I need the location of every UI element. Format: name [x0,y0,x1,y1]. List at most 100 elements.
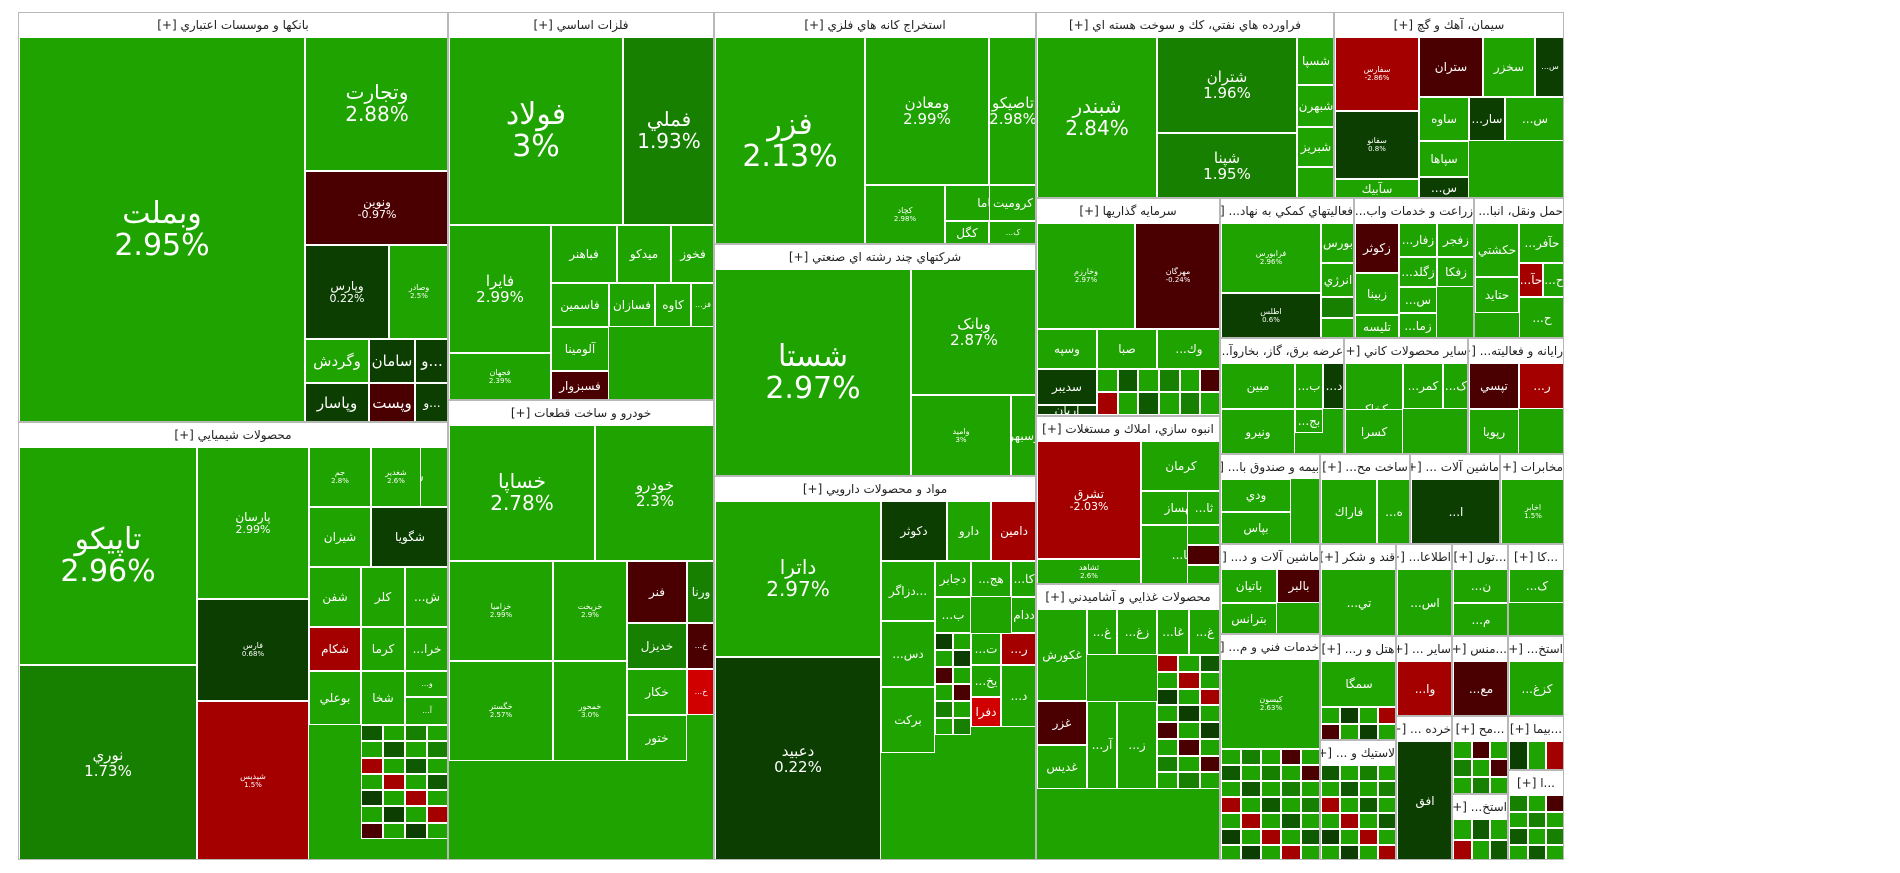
stock-tile-small[interactable] [1157,705,1179,722]
stock-tile[interactable]: دامين [991,501,1035,561]
stock-tile[interactable]: كرمان [1141,441,1219,491]
stock-tile-small[interactable] [427,822,447,839]
stock-tile[interactable]: ...غا [1157,609,1189,655]
stock-tile[interactable]: شکام [309,627,361,671]
stock-tile-small[interactable] [1359,724,1378,739]
stock-tile[interactable]: ...ت [971,633,1001,665]
sector-header[interactable]: محصولات شيميايي [+] [19,423,447,448]
stock-tile-small[interactable] [405,822,427,839]
stock-tile-small[interactable] [427,757,447,774]
stock-tile-small[interactable] [1261,749,1281,765]
stock-tile[interactable]: فارس 0.68% [197,599,309,701]
stock-tile[interactable]: كيسون 2.63% [1221,659,1319,749]
stock-tile-small[interactable] [383,790,405,807]
stock-tile[interactable]: فجهان 2.39% [449,353,551,399]
sector-header[interactable]: فراورده هاي نفتي، کك و سوخت هسته اي [+] [1037,13,1333,38]
stock-tile-small[interactable] [1321,829,1340,845]
sector-header[interactable]: هتل و ر... [+] [1321,637,1395,662]
stock-tile-small[interactable] [427,790,447,807]
stock-tile[interactable] [1297,167,1333,197]
stock-tile-small[interactable] [1179,392,1201,415]
stock-tile[interactable]: بورس [1321,223,1353,263]
stock-tile-small[interactable] [383,741,405,758]
stock-tile[interactable]: سپاها [1419,141,1469,177]
stock-tile[interactable]: کگل [945,221,989,243]
sector-header[interactable]: عرضه برق، گاز، بخاروآ... [+] [1221,339,1343,364]
stock-tile-small[interactable] [1199,755,1219,773]
stock-tile[interactable]: وپارس 0.22% [305,245,389,339]
stock-tile-small[interactable] [1281,765,1301,781]
stock-tile-small[interactable] [1378,845,1395,859]
stock-tile[interactable]: خودرو 2.3% [595,425,713,561]
stock-tile-small[interactable] [1281,845,1301,859]
stock-tile-small[interactable] [1509,844,1528,859]
stock-tile-small[interactable] [1321,797,1340,813]
stock-tile-small[interactable] [1221,797,1241,813]
stock-tile-small[interactable] [1378,829,1395,845]
stock-tile-small[interactable] [1178,722,1200,739]
stock-tile[interactable]: سفانو 0.8% [1335,111,1419,179]
stock-tile[interactable]: ...کزغ [1509,661,1563,715]
stock-tile-small[interactable] [1378,707,1395,724]
sector-header[interactable]: ...تول [+] [1453,545,1507,570]
stock-tile-small[interactable] [383,725,405,742]
stock-tile[interactable]: شگويا [371,507,447,567]
stock-tile[interactable]: داترا 2.97% [715,501,881,657]
stock-tile[interactable]: بوعلي [309,671,361,725]
stock-tile-small[interactable] [1321,724,1340,739]
stock-tile[interactable]: دفرا [971,697,1001,727]
stock-tile-small[interactable] [1527,828,1547,845]
stock-tile[interactable]: فاراك [1321,479,1377,543]
stock-tile[interactable]: باتيان [1221,569,1277,603]
stock-tile-small[interactable] [1453,759,1472,777]
stock-tile-small[interactable] [953,650,971,667]
stock-tile[interactable]: ...يخ [971,665,1001,697]
stock-tile-small[interactable] [1453,819,1472,840]
stock-tile-small[interactable] [1490,777,1507,793]
stock-tile[interactable]: ...زما [1399,313,1437,337]
stock-tile[interactable]: وبملت 2.95% [19,37,305,421]
stock-tile-small[interactable] [1281,829,1301,845]
stock-tile[interactable]: تپسي [1469,363,1519,409]
stock-tile[interactable]: سامان [369,339,415,383]
stock-tile-small[interactable] [1527,795,1547,812]
stock-tile-small[interactable] [1301,765,1319,781]
stock-tile[interactable]: تليسه [1355,315,1399,337]
stock-tile-small[interactable] [1187,545,1219,565]
stock-tile[interactable]: ...دس [881,621,935,687]
stock-tile[interactable]: دعبيد 0.22% [715,657,881,859]
stock-tile-small[interactable] [1301,749,1319,765]
stock-tile[interactable]: شپديس 1.5% [197,701,309,859]
stock-tile-small[interactable] [1321,318,1353,337]
stock-tile[interactable]: ...ک [1443,363,1467,409]
stock-tile[interactable]: ...ح [1519,297,1563,337]
sector-header[interactable]: سایر محصولات کاني [+] [1345,339,1467,364]
stock-tile-small[interactable] [1359,829,1378,845]
stock-tile[interactable]: برکت [881,687,935,753]
stock-tile[interactable]: و... [415,339,447,383]
stock-tile[interactable]: فسازان [609,283,655,327]
stock-tile-small[interactable] [1159,369,1180,392]
stock-tile-small[interactable] [427,773,447,791]
stock-tile-small[interactable] [1138,369,1159,392]
stock-tile-small[interactable] [383,757,405,774]
stock-tile[interactable]: ...ح [1543,263,1563,297]
stock-tile-small[interactable] [1471,840,1491,859]
stock-tile-small[interactable] [1378,724,1395,739]
stock-tile[interactable]: فسبزوار [551,371,609,399]
stock-tile[interactable]: ...خ [687,669,713,715]
stock-tile-small[interactable] [953,701,971,718]
stock-tile[interactable]: پارسان 2.99% [197,447,309,599]
stock-tile-small[interactable] [1509,828,1528,845]
stock-tile[interactable]: شستا 2.97% [715,269,911,475]
stock-tile-small[interactable] [1221,781,1241,797]
stock-tile[interactable]: شيران [309,507,371,567]
stock-tile-small[interactable] [1221,813,1241,829]
stock-tile-small[interactable] [1157,738,1179,756]
stock-tile-small[interactable] [383,822,405,839]
stock-tile[interactable]: وتجارت 2.88% [305,37,447,171]
stock-tile[interactable]: اخابر 1.5% [1501,479,1563,543]
stock-tile-small[interactable] [427,741,447,758]
stock-tile[interactable]: ...ا [1411,479,1499,543]
stock-tile[interactable]: نوري 1.73% [19,665,197,859]
